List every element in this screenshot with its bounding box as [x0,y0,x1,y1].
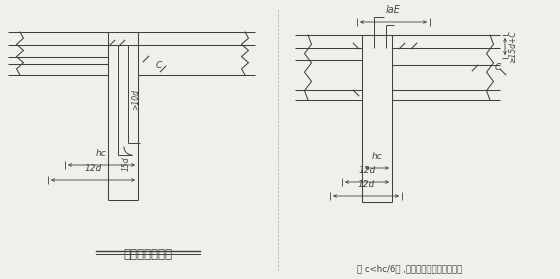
Text: hc: hc [96,149,107,158]
Text: C: C [156,61,162,69]
Text: 非框梁中间支座: 非框梁中间支座 [124,248,172,261]
Text: 15d: 15d [122,157,130,171]
Text: 12d: 12d [85,164,101,173]
Text: 12d: 12d [357,180,375,189]
Text: 12d: 12d [358,166,376,175]
Text: hc: hc [372,152,382,161]
Text: 当 c<hc/6时 ,除注明外，纵筋可以直通: 当 c<hc/6时 ,除注明外，纵筋可以直通 [357,264,463,273]
Text: C: C [495,64,501,73]
Text: laE: laE [386,5,401,15]
Text: >10d: >10d [132,88,141,109]
Text: ≥15d+C: ≥15d+C [508,30,517,63]
